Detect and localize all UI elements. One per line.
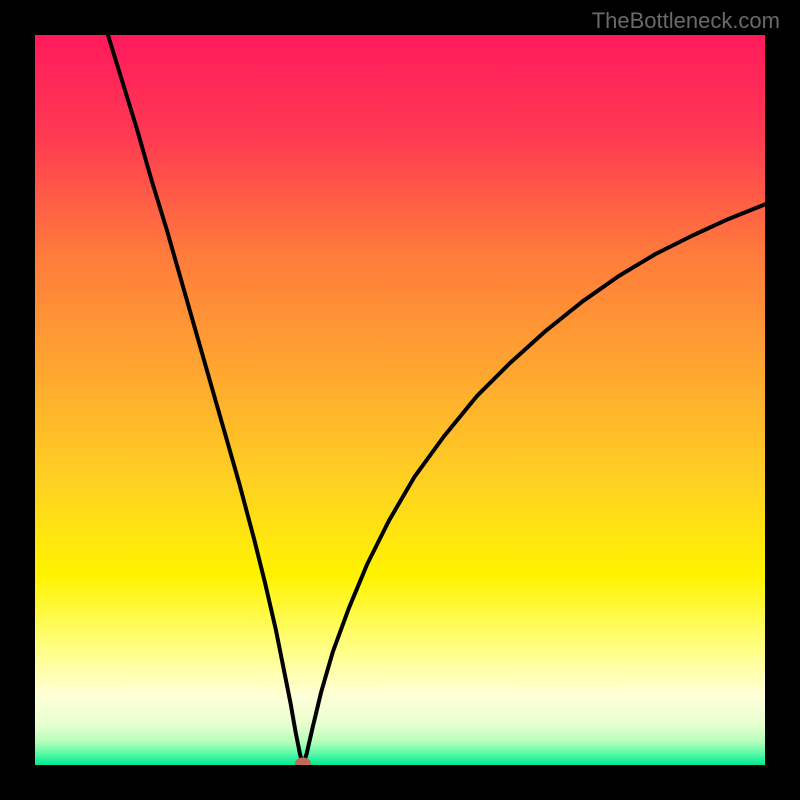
gradient-background bbox=[35, 35, 765, 765]
chart-container: TheBottleneck.com bbox=[0, 0, 800, 800]
watermark-text: TheBottleneck.com bbox=[592, 8, 780, 34]
chart-svg bbox=[35, 35, 765, 765]
plot-area bbox=[35, 35, 765, 765]
